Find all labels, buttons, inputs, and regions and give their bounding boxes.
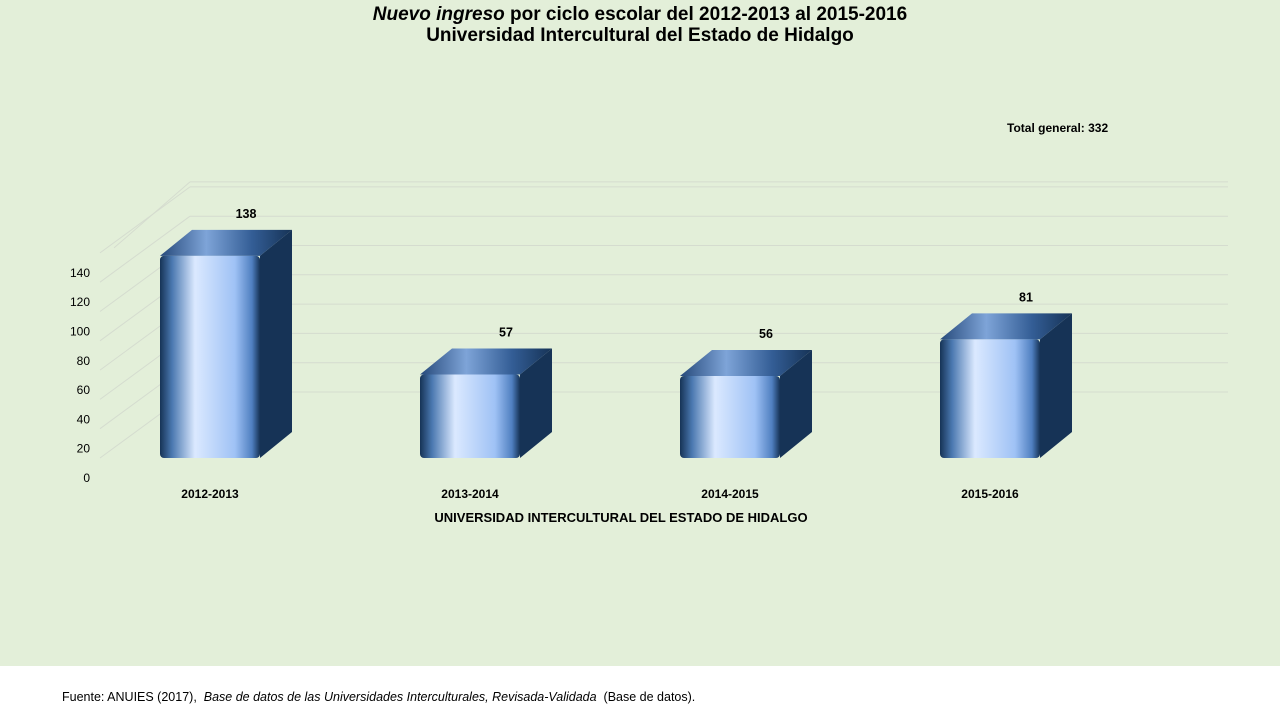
bar-side — [520, 348, 552, 458]
category-label: 2013-2014 — [441, 487, 499, 501]
category-label: 2015-2016 — [961, 487, 1019, 501]
chart-title-line-1: Nuevo ingreso por ciclo escolar del 2012… — [0, 4, 1280, 26]
gridline-diagonal — [99, 215, 191, 283]
bar-chart: 0 20 40 60 80 100 120 140 138 2012-2013 57 2013-201… — [70, 181, 1228, 525]
data-label: 81 — [1019, 290, 1033, 304]
bar-side — [780, 349, 812, 458]
source-suffix: (Base de datos). — [603, 690, 696, 704]
source-italic: Base de datos de las Universidades Inter… — [203, 690, 597, 704]
bar — [160, 255, 260, 458]
x-axis-title: UNIVERSIDAD INTERCULTURAL DEL ESTADO DE … — [434, 510, 807, 525]
gridline-diagonal-top — [113, 181, 191, 249]
bar-top — [160, 229, 292, 256]
y-tick-label: 100 — [70, 325, 90, 339]
y-tick-label: 140 — [70, 266, 90, 280]
bar-top — [940, 313, 1072, 340]
bar-top — [680, 349, 812, 376]
category-label: 2012-2013 — [181, 487, 239, 501]
bar — [420, 374, 520, 458]
total-general-note: Total general: 332 — [1007, 121, 1109, 135]
y-tick-label: 120 — [70, 295, 90, 309]
bar-side — [1040, 313, 1072, 458]
data-label: 138 — [236, 207, 257, 221]
data-label: 57 — [499, 325, 513, 339]
source-prefix: Fuente: ANUIES (2017), — [62, 690, 197, 704]
y-tick-label: 60 — [77, 383, 91, 397]
bar-top — [420, 348, 552, 375]
bar — [940, 339, 1040, 458]
chart-title-line-2: Universidad Intercultural del Estado de … — [426, 25, 854, 46]
y-tick-label: 40 — [77, 412, 91, 426]
bar — [680, 375, 780, 458]
chart-area: 0 20 40 60 80 100 120 140 138 2012-2013 57 2013-201… — [0, 0, 1280, 666]
category-label: 2014-2015 — [701, 487, 759, 501]
bar-side — [260, 229, 292, 458]
y-tick-label: 0 — [83, 471, 90, 485]
chart-title-italic: Nuevo ingreso — [372, 4, 505, 25]
y-tick-label: 80 — [77, 354, 91, 368]
gridline-diagonal — [99, 186, 191, 254]
data-label: 56 — [759, 327, 773, 341]
chart-title-rest: por ciclo escolar del 2012-2013 al 2015-… — [504, 4, 908, 25]
y-tick-label: 20 — [77, 442, 91, 456]
source-note: Fuente: ANUIES (2017), Base de datos de … — [62, 690, 695, 704]
